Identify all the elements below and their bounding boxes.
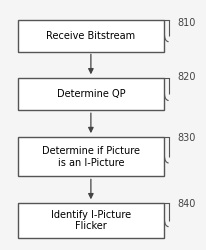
FancyBboxPatch shape	[18, 20, 164, 52]
FancyBboxPatch shape	[18, 137, 164, 176]
Text: 840: 840	[178, 199, 196, 209]
FancyBboxPatch shape	[18, 78, 164, 110]
Text: 810: 810	[178, 18, 196, 28]
Text: Determine if Picture
is an I-Picture: Determine if Picture is an I-Picture	[42, 146, 140, 168]
Text: Identify I-Picture
Flicker: Identify I-Picture Flicker	[51, 210, 131, 231]
Text: Receive Bitstream: Receive Bitstream	[46, 30, 136, 40]
Text: 820: 820	[178, 72, 196, 82]
Text: 830: 830	[178, 133, 196, 143]
Text: Determine QP: Determine QP	[57, 90, 125, 99]
FancyBboxPatch shape	[18, 204, 164, 238]
